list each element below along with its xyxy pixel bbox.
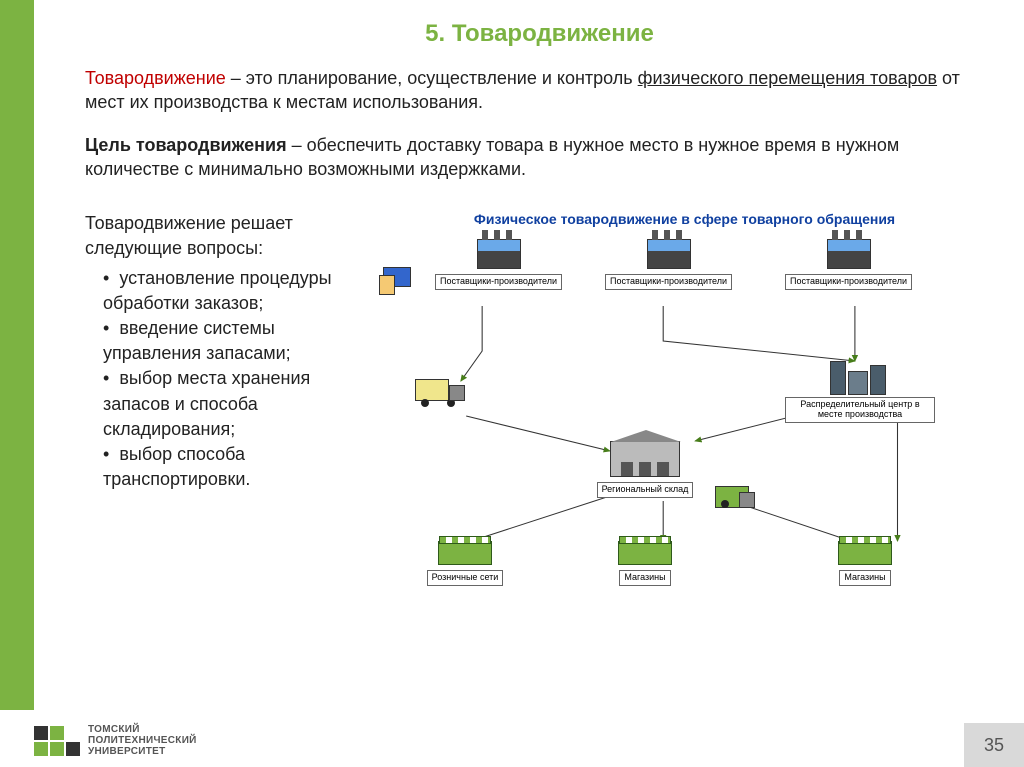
uni-line-2: ПОЛИТЕХНИЧЕСКИЙ: [88, 735, 197, 746]
list-item: выбор места хранения запасов и способа с…: [103, 366, 345, 442]
intro-underlined: физического перемещения товаров: [638, 68, 937, 88]
supplier-node-3: Поставщики-производители: [785, 239, 912, 290]
flow-diagram: Физическое товародвижение в сфере товарн…: [365, 211, 1004, 631]
node-label: Региональный склад: [597, 482, 694, 498]
university-logo-icon: [34, 726, 80, 756]
truck-node: [415, 379, 465, 407]
node-label: Поставщики-производители: [785, 274, 912, 290]
term: Товародвижение: [85, 68, 226, 88]
truck-icon: [715, 486, 755, 506]
node-label: Магазины: [619, 570, 670, 586]
list-item: установление процедуры обработки заказов…: [103, 266, 345, 316]
warehouse-icon: [610, 441, 680, 477]
factory-icon: [827, 239, 871, 269]
page-number: 35: [964, 723, 1024, 767]
diagram-title: Физическое товародвижение в сфере товарн…: [365, 211, 1004, 227]
store-icon: [438, 541, 492, 565]
slide-title: 5. Товародвижение: [75, 20, 1004, 48]
questions-block: Товародвижение решает следующие вопросы:…: [85, 211, 345, 631]
store-icon: [618, 541, 672, 565]
dist-center-node: Распределительный центр в месте производ…: [785, 361, 935, 423]
uni-line-3: УНИВЕРСИТЕТ: [88, 746, 197, 757]
list-item: введение системы управления запасами;: [103, 316, 345, 366]
factory-icon: [477, 239, 521, 269]
intro-text-1: – это планирование, осуществление и конт…: [226, 68, 638, 88]
node-label: Магазины: [839, 570, 890, 586]
university-name: ТОМСКИЙ ПОЛИТЕХНИЧЕСКИЙ УНИВЕРСИТЕТ: [88, 724, 197, 757]
node-label: Поставщики-производители: [605, 274, 732, 290]
main-row: Товародвижение решает следующие вопросы:…: [85, 211, 1004, 631]
truck-node-2: [715, 486, 755, 508]
supplier-node-2: Поставщики-производители: [605, 239, 732, 290]
goal-label: Цель товародвижения: [85, 135, 287, 155]
city-icon: [830, 361, 890, 395]
uni-line-1: ТОМСКИЙ: [88, 724, 197, 735]
pc-icon: [383, 267, 417, 297]
regional-warehouse-node: Региональный склад: [585, 441, 705, 498]
factory-icon: [647, 239, 691, 269]
retail-node-2: Магазины: [605, 541, 685, 586]
node-label: Поставщики-производители: [435, 274, 562, 290]
node-label: Розничные сети: [427, 570, 504, 586]
slide-content: 5. Товародвижение Товародвижение – это п…: [55, 20, 1004, 707]
side-accent-bar: [0, 0, 34, 710]
intro-paragraph: Товародвижение – это планирование, осуще…: [85, 66, 974, 115]
truck-icon: [415, 379, 465, 405]
store-icon: [838, 541, 892, 565]
node-label: Распределительный центр в месте производ…: [785, 397, 935, 423]
footer: ТОМСКИЙ ПОЛИТЕХНИЧЕСКИЙ УНИВЕРСИТЕТ: [34, 724, 197, 757]
questions-list: установление процедуры обработки заказов…: [85, 266, 345, 493]
retail-node-1: Розничные сети: [420, 541, 510, 586]
retail-node-3: Магазины: [825, 541, 905, 586]
list-item: выбор способа транспортировки.: [103, 442, 345, 492]
goal-paragraph: Цель товародвижения – обеспечить доставк…: [85, 133, 974, 182]
supplier-node-1: Поставщики-производители: [435, 239, 562, 290]
questions-lead: Товародвижение решает следующие вопросы:: [85, 211, 345, 261]
